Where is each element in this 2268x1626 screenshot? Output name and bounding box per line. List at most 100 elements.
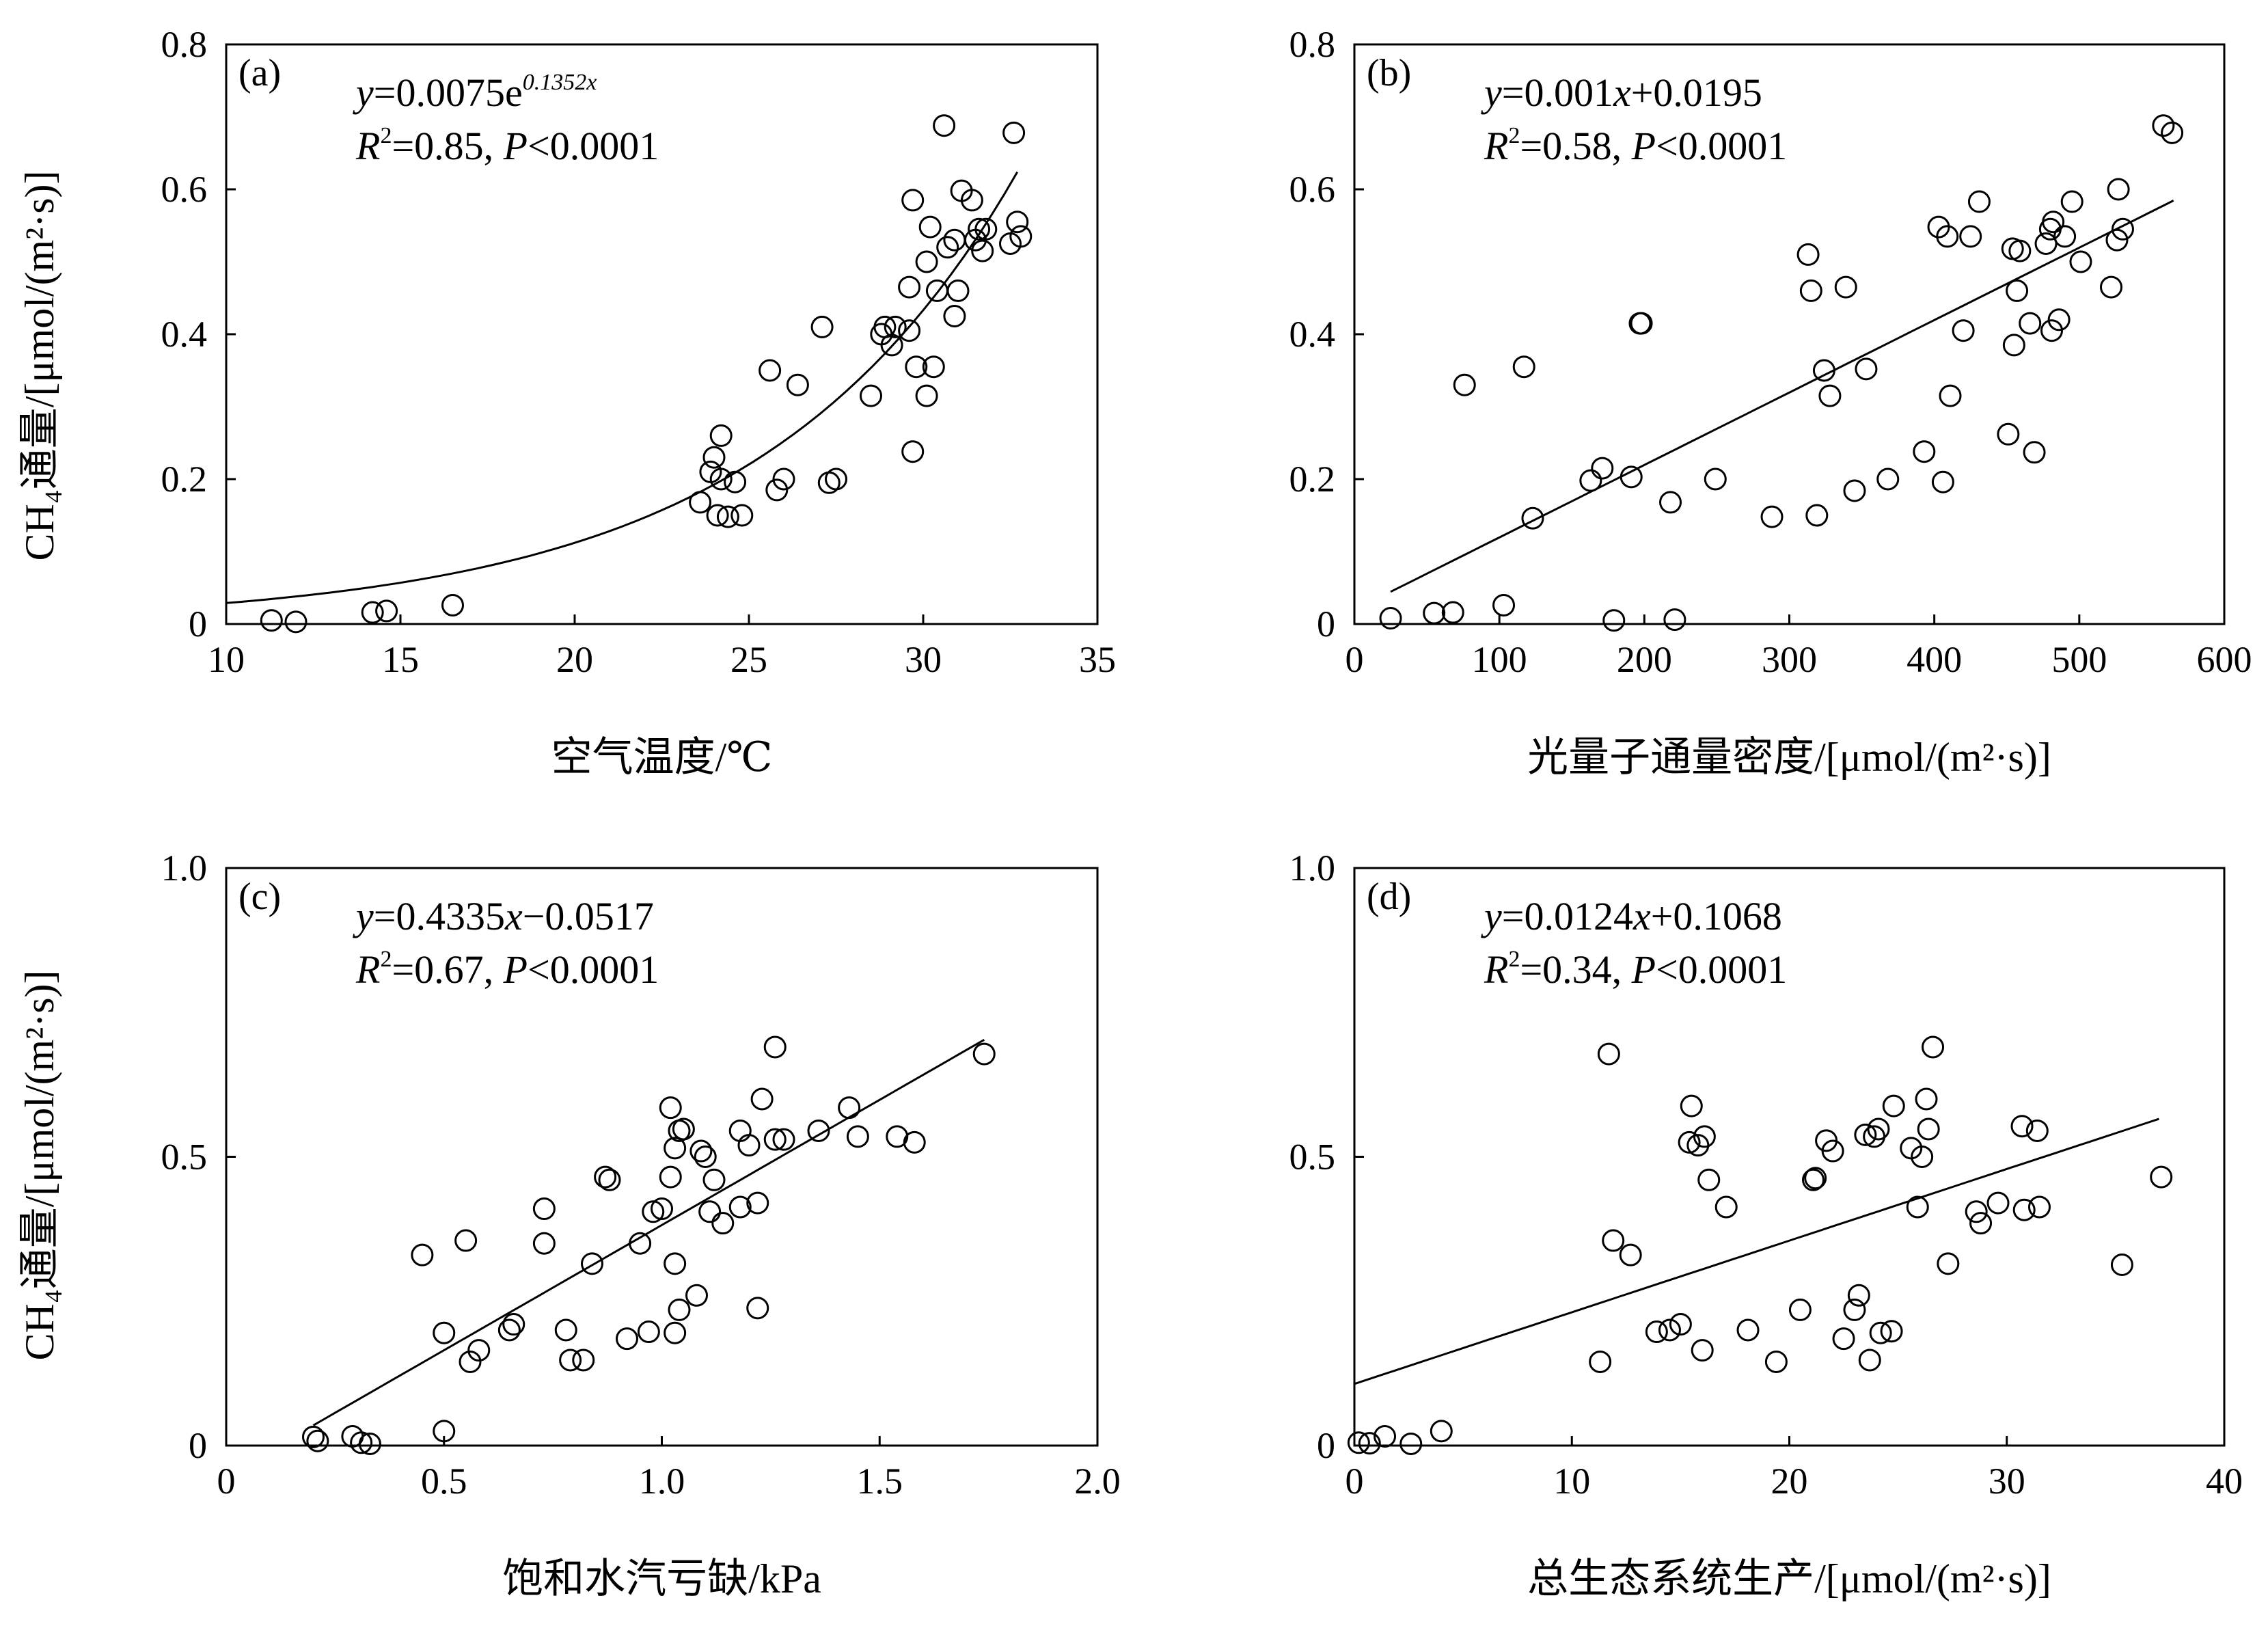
data-point xyxy=(1619,1243,1642,1266)
data-point xyxy=(2150,1165,2173,1189)
data-point xyxy=(467,1339,491,1362)
data-point xyxy=(1834,275,1857,299)
data-point xyxy=(933,114,956,137)
panel-tag: (a) xyxy=(238,52,281,94)
data-point xyxy=(361,601,384,624)
data-point xyxy=(1589,1350,1612,1373)
data-point xyxy=(1347,1431,1370,1454)
data-point xyxy=(936,236,959,259)
data-point xyxy=(2008,239,2032,262)
data-point xyxy=(737,1134,761,1157)
data-point xyxy=(765,478,789,502)
data-point xyxy=(886,1125,909,1148)
x-tick-label: 35 xyxy=(1079,639,1116,680)
data-point xyxy=(532,1197,556,1221)
fit-equation: y=0.0075e0.1352x xyxy=(353,70,597,115)
y-tick-label: 0.8 xyxy=(161,24,208,65)
data-point xyxy=(1453,373,1476,396)
data-point xyxy=(706,504,729,527)
data-point xyxy=(1882,1094,1905,1117)
data-point xyxy=(642,1200,665,1223)
fit-statistics: R2=0.67, P<0.0001 xyxy=(355,947,659,992)
data-point xyxy=(1006,211,1029,234)
data-point xyxy=(1002,121,1026,144)
data-point xyxy=(972,1042,996,1066)
data-point xyxy=(616,1327,638,1351)
data-point xyxy=(716,505,739,528)
data-point xyxy=(411,1243,434,1266)
data-point xyxy=(898,275,921,299)
y-tick-label: 0 xyxy=(1317,1425,1335,1466)
x-tick-label: 25 xyxy=(730,639,767,680)
data-point xyxy=(960,189,983,212)
data-point xyxy=(694,1146,717,1168)
y-axis-title: CH₄通量/[μmol/(m²·s)] xyxy=(17,170,62,560)
data-point xyxy=(1736,1318,1760,1342)
x-tick-label: 0 xyxy=(1345,1461,1364,1502)
y-tick-label: 1.0 xyxy=(1289,848,1336,889)
data-point xyxy=(454,1229,478,1252)
data-point xyxy=(651,1197,673,1221)
data-point xyxy=(2012,1198,2036,1221)
data-point xyxy=(1760,505,1784,528)
data-point xyxy=(1009,225,1033,248)
data-point xyxy=(1843,479,1866,502)
data-point xyxy=(807,1119,830,1142)
data-point xyxy=(1663,608,1686,632)
data-point xyxy=(971,239,994,262)
x-tick-label: 0.5 xyxy=(421,1461,467,1502)
data-point xyxy=(1869,1321,1892,1344)
data-point xyxy=(637,1320,660,1344)
data-point xyxy=(2047,308,2071,331)
x-tick-label: 15 xyxy=(382,639,419,680)
data-point xyxy=(302,1425,325,1448)
x-tick-label: 20 xyxy=(1771,1461,1808,1502)
y-tick-label: 1.0 xyxy=(161,848,208,889)
data-point xyxy=(838,1096,861,1120)
data-point xyxy=(1423,601,1446,625)
x-tick-label: 40 xyxy=(2206,1461,2243,1502)
data-point xyxy=(1931,470,1954,493)
panel-tag: (b) xyxy=(1367,52,1411,94)
data-point xyxy=(2002,334,2025,357)
data-point xyxy=(1358,1432,1381,1455)
data-point xyxy=(1799,279,1822,302)
data-point xyxy=(306,1429,329,1452)
data-point xyxy=(1512,355,1535,379)
data-point xyxy=(915,250,938,273)
data-point xyxy=(1812,359,1835,382)
data-point xyxy=(901,440,925,463)
panel-tag: (c) xyxy=(238,876,281,918)
x-tick-label: 1.0 xyxy=(639,1461,685,1502)
x-tick-label: 300 xyxy=(1762,639,1817,680)
y-tick-label: 0.4 xyxy=(161,314,208,355)
data-point xyxy=(1645,1320,1668,1344)
data-point xyxy=(1939,384,1962,407)
data-point xyxy=(901,189,925,212)
data-point xyxy=(1521,506,1544,530)
data-point xyxy=(1430,1420,1453,1443)
data-point xyxy=(497,1318,521,1342)
data-point xyxy=(1697,1168,1721,1191)
data-point xyxy=(1788,1298,1812,1321)
panel-c: 0 0.5 1.0 1.5 2.0 0 0.5 1.0 饱和水汽亏缺/kPa (c) y=0.433… xyxy=(161,848,1121,1601)
y-tick-label: 0 xyxy=(189,1425,207,1466)
data-point xyxy=(2111,217,2134,241)
data-point xyxy=(903,1130,926,1154)
data-point xyxy=(350,1431,373,1454)
data-point xyxy=(598,1168,621,1191)
y-tick-label: 0.6 xyxy=(1289,169,1336,210)
fit-line xyxy=(1390,200,2174,593)
data-point xyxy=(709,424,733,447)
x-axis-title: 空气温度/℃ xyxy=(551,735,773,780)
data-point xyxy=(1591,457,1614,480)
data-point xyxy=(1854,1123,1877,1146)
data-point xyxy=(2060,190,2083,213)
y-axis-title: CH₄通量/[μmol/(m²·s)] xyxy=(17,970,62,1360)
data-point xyxy=(1374,1424,1397,1448)
data-point xyxy=(1821,1139,1844,1163)
data-point xyxy=(1659,491,1682,514)
data-point xyxy=(664,1137,687,1160)
x-tick-label: 2.0 xyxy=(1074,1461,1121,1502)
fit-statistics: R2=0.85, P<0.0001 xyxy=(355,123,659,168)
